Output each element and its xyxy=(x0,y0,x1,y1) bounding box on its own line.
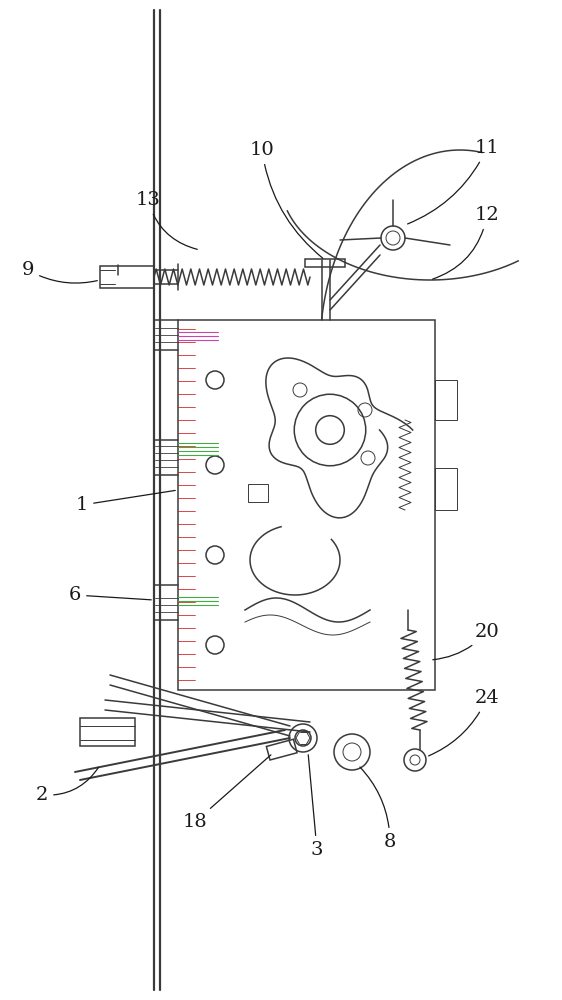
Bar xyxy=(435,468,457,510)
Bar xyxy=(248,484,268,502)
Text: 1: 1 xyxy=(76,490,175,514)
Bar xyxy=(435,380,457,420)
Text: 18: 18 xyxy=(183,755,271,831)
Text: 24: 24 xyxy=(429,689,500,756)
Text: 8: 8 xyxy=(360,767,396,851)
Bar xyxy=(266,739,297,760)
Text: 20: 20 xyxy=(433,623,500,660)
Bar xyxy=(305,259,345,267)
Text: 13: 13 xyxy=(135,191,197,249)
Bar xyxy=(100,266,154,288)
Text: 11: 11 xyxy=(407,139,500,224)
Text: 2: 2 xyxy=(36,767,98,804)
Text: 3: 3 xyxy=(308,755,323,859)
Text: 9: 9 xyxy=(22,261,97,283)
Text: 6: 6 xyxy=(69,586,151,604)
Bar xyxy=(178,320,435,690)
Text: 12: 12 xyxy=(433,206,500,279)
Bar xyxy=(80,718,135,746)
Text: 10: 10 xyxy=(250,141,323,258)
